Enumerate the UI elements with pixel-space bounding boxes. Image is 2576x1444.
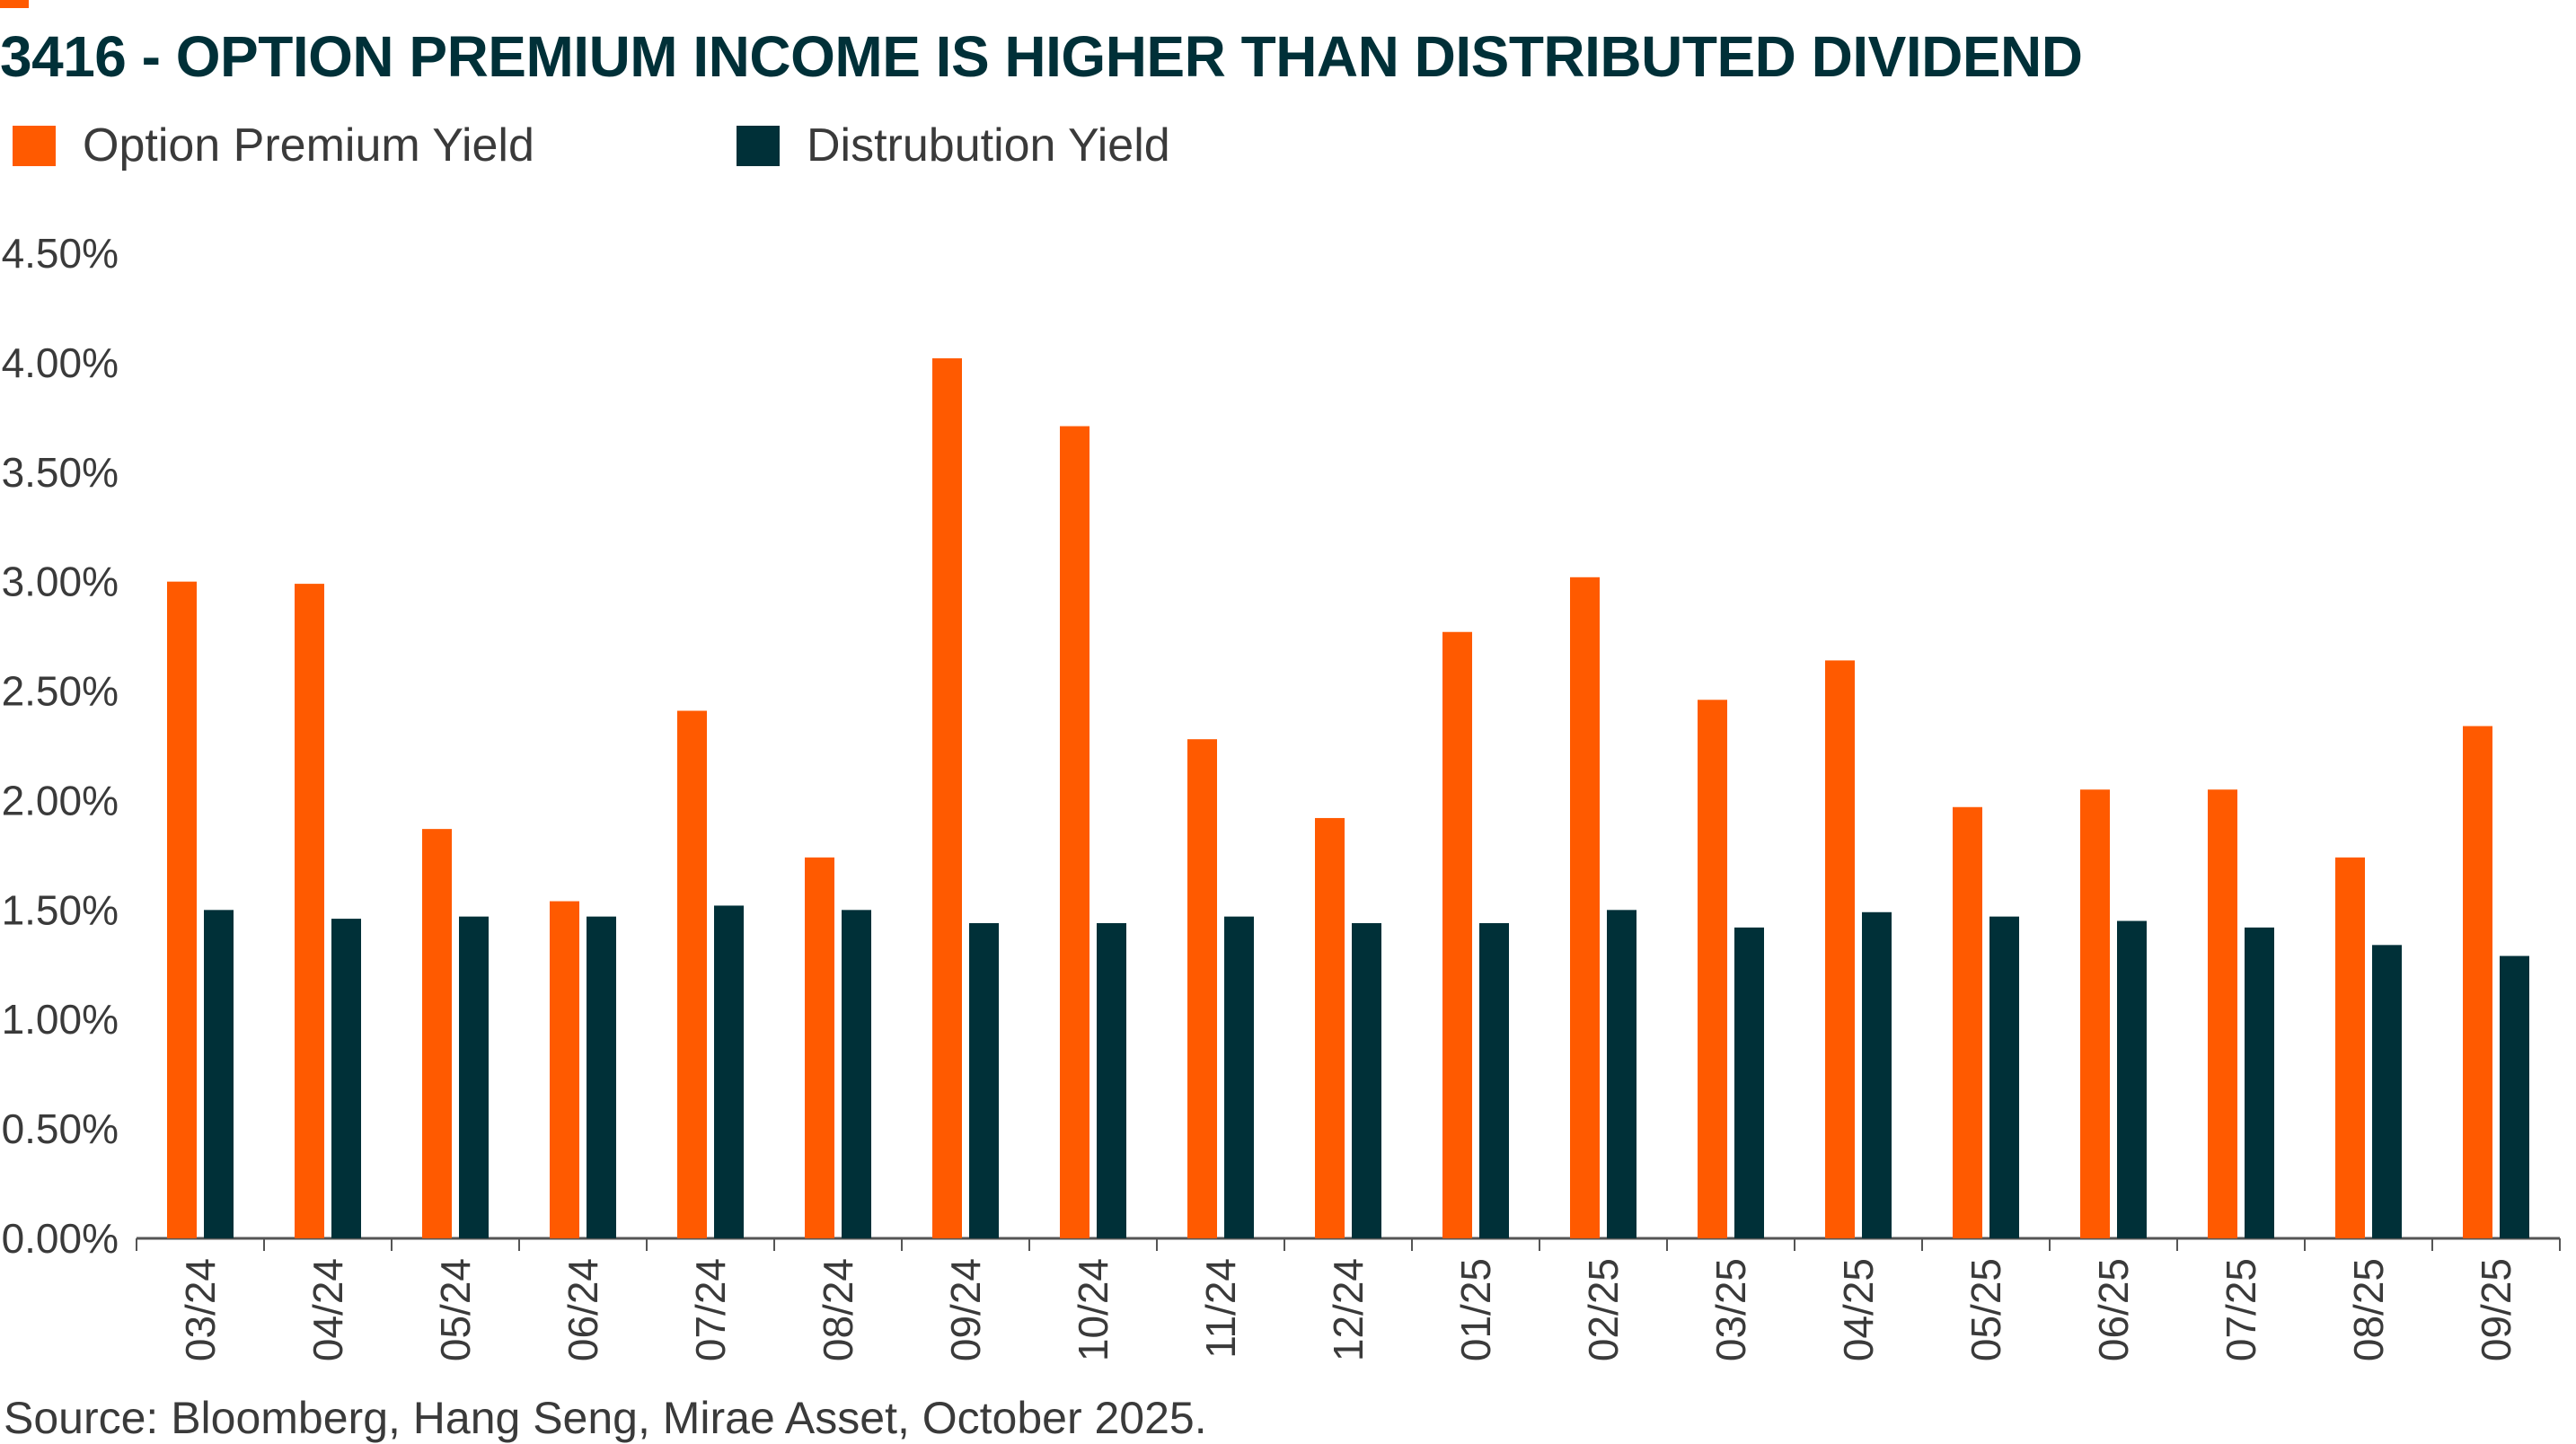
x-tick-label: 02/25 bbox=[1580, 1258, 1627, 1361]
x-tick-label: 06/25 bbox=[2090, 1258, 2137, 1361]
bar-distribution bbox=[1734, 927, 1764, 1238]
bar-distribution bbox=[2500, 955, 2529, 1238]
x-tick-label: 04/25 bbox=[1835, 1258, 1882, 1361]
x-tick-label: 03/24 bbox=[177, 1258, 224, 1361]
bar-option-premium bbox=[550, 901, 579, 1238]
bar-option-premium bbox=[932, 358, 962, 1239]
bar-distribution bbox=[1352, 922, 1381, 1238]
bar-distribution bbox=[459, 916, 489, 1238]
bar-distribution bbox=[2117, 920, 2147, 1238]
x-tick-label: 07/25 bbox=[2218, 1258, 2264, 1361]
x-tick-label: 10/24 bbox=[1070, 1258, 1116, 1361]
x-tick-label: 06/24 bbox=[560, 1258, 606, 1361]
bar-distribution bbox=[2245, 927, 2274, 1238]
legend-swatch-option-premium bbox=[13, 126, 56, 166]
legend-label-option-premium: Option Premium Yield bbox=[83, 119, 534, 172]
y-tick-label: 3.00% bbox=[2, 559, 119, 605]
x-tick-label: 01/25 bbox=[1452, 1258, 1499, 1361]
x-tick-label: 09/24 bbox=[942, 1258, 989, 1361]
x-tick-label: 12/24 bbox=[1325, 1258, 1372, 1361]
x-tick-label: 03/25 bbox=[1707, 1258, 1754, 1361]
bar-distribution bbox=[1862, 911, 1892, 1238]
bar-distribution bbox=[714, 905, 744, 1238]
source-note: Source: Bloomberg, Hang Seng, Mirae Asse… bbox=[4, 1393, 1207, 1443]
bar-option-premium bbox=[1060, 426, 1090, 1238]
legend-swatch-distribution bbox=[737, 126, 780, 166]
y-tick-label: 0.50% bbox=[2, 1105, 119, 1152]
y-tick-label: 2.00% bbox=[2, 777, 119, 823]
chart-title: 3416 - OPTION PREMIUM INCOME IS HIGHER T… bbox=[0, 24, 2083, 89]
bar-option-premium bbox=[167, 581, 197, 1238]
bar-option-premium bbox=[422, 829, 452, 1238]
bar-distribution bbox=[842, 910, 871, 1238]
bar-distribution bbox=[1224, 916, 1254, 1238]
x-tick-label: 09/25 bbox=[2473, 1258, 2519, 1361]
bar-option-premium bbox=[2335, 857, 2365, 1238]
bar-option-premium bbox=[1825, 660, 1855, 1238]
y-tick-label: 4.50% bbox=[2, 230, 119, 277]
x-tick-label: 07/24 bbox=[687, 1258, 734, 1361]
bar-distribution bbox=[2372, 945, 2402, 1238]
bar-option-premium bbox=[295, 584, 324, 1238]
x-tick-label: 04/24 bbox=[304, 1258, 351, 1361]
x-tick-label: 05/24 bbox=[432, 1258, 479, 1361]
bar-option-premium bbox=[1187, 739, 1217, 1238]
bar-distribution bbox=[1607, 910, 1636, 1238]
bar-distribution bbox=[331, 919, 361, 1238]
bar-option-premium bbox=[2080, 789, 2110, 1238]
x-tick-label: 08/25 bbox=[2345, 1258, 2392, 1361]
bar-distribution bbox=[204, 910, 234, 1238]
legend-label-distribution: Distrubution Yield bbox=[807, 119, 1170, 172]
bar-distribution bbox=[587, 916, 616, 1238]
bar-option-premium bbox=[805, 857, 834, 1238]
y-tick-label: 1.00% bbox=[2, 996, 119, 1043]
y-tick-label: 3.50% bbox=[2, 449, 119, 496]
x-tick-label: 05/25 bbox=[1963, 1258, 2009, 1361]
bar-option-premium bbox=[1315, 817, 1345, 1238]
bar-distribution bbox=[1479, 922, 1509, 1238]
title-accent-bar bbox=[0, 0, 29, 8]
bar-option-premium bbox=[1953, 806, 1982, 1238]
bar-distribution bbox=[1989, 916, 2019, 1238]
y-tick-label: 0.00% bbox=[2, 1215, 119, 1262]
bar-option-premium bbox=[2463, 726, 2492, 1238]
bar-distribution bbox=[1097, 922, 1126, 1238]
bar-option-premium bbox=[1442, 631, 1472, 1238]
y-tick-label: 1.50% bbox=[2, 886, 119, 933]
x-tick-label: 11/24 bbox=[1197, 1258, 1244, 1359]
bar-option-premium bbox=[2208, 789, 2237, 1238]
bar-option-premium bbox=[1570, 577, 1600, 1238]
bar-distribution bbox=[969, 922, 999, 1238]
x-tick-label: 08/24 bbox=[815, 1258, 861, 1361]
bar-option-premium bbox=[1698, 700, 1727, 1238]
y-tick-label: 4.00% bbox=[2, 339, 119, 386]
y-tick-label: 2.50% bbox=[2, 668, 119, 715]
bar-option-premium bbox=[677, 710, 707, 1238]
